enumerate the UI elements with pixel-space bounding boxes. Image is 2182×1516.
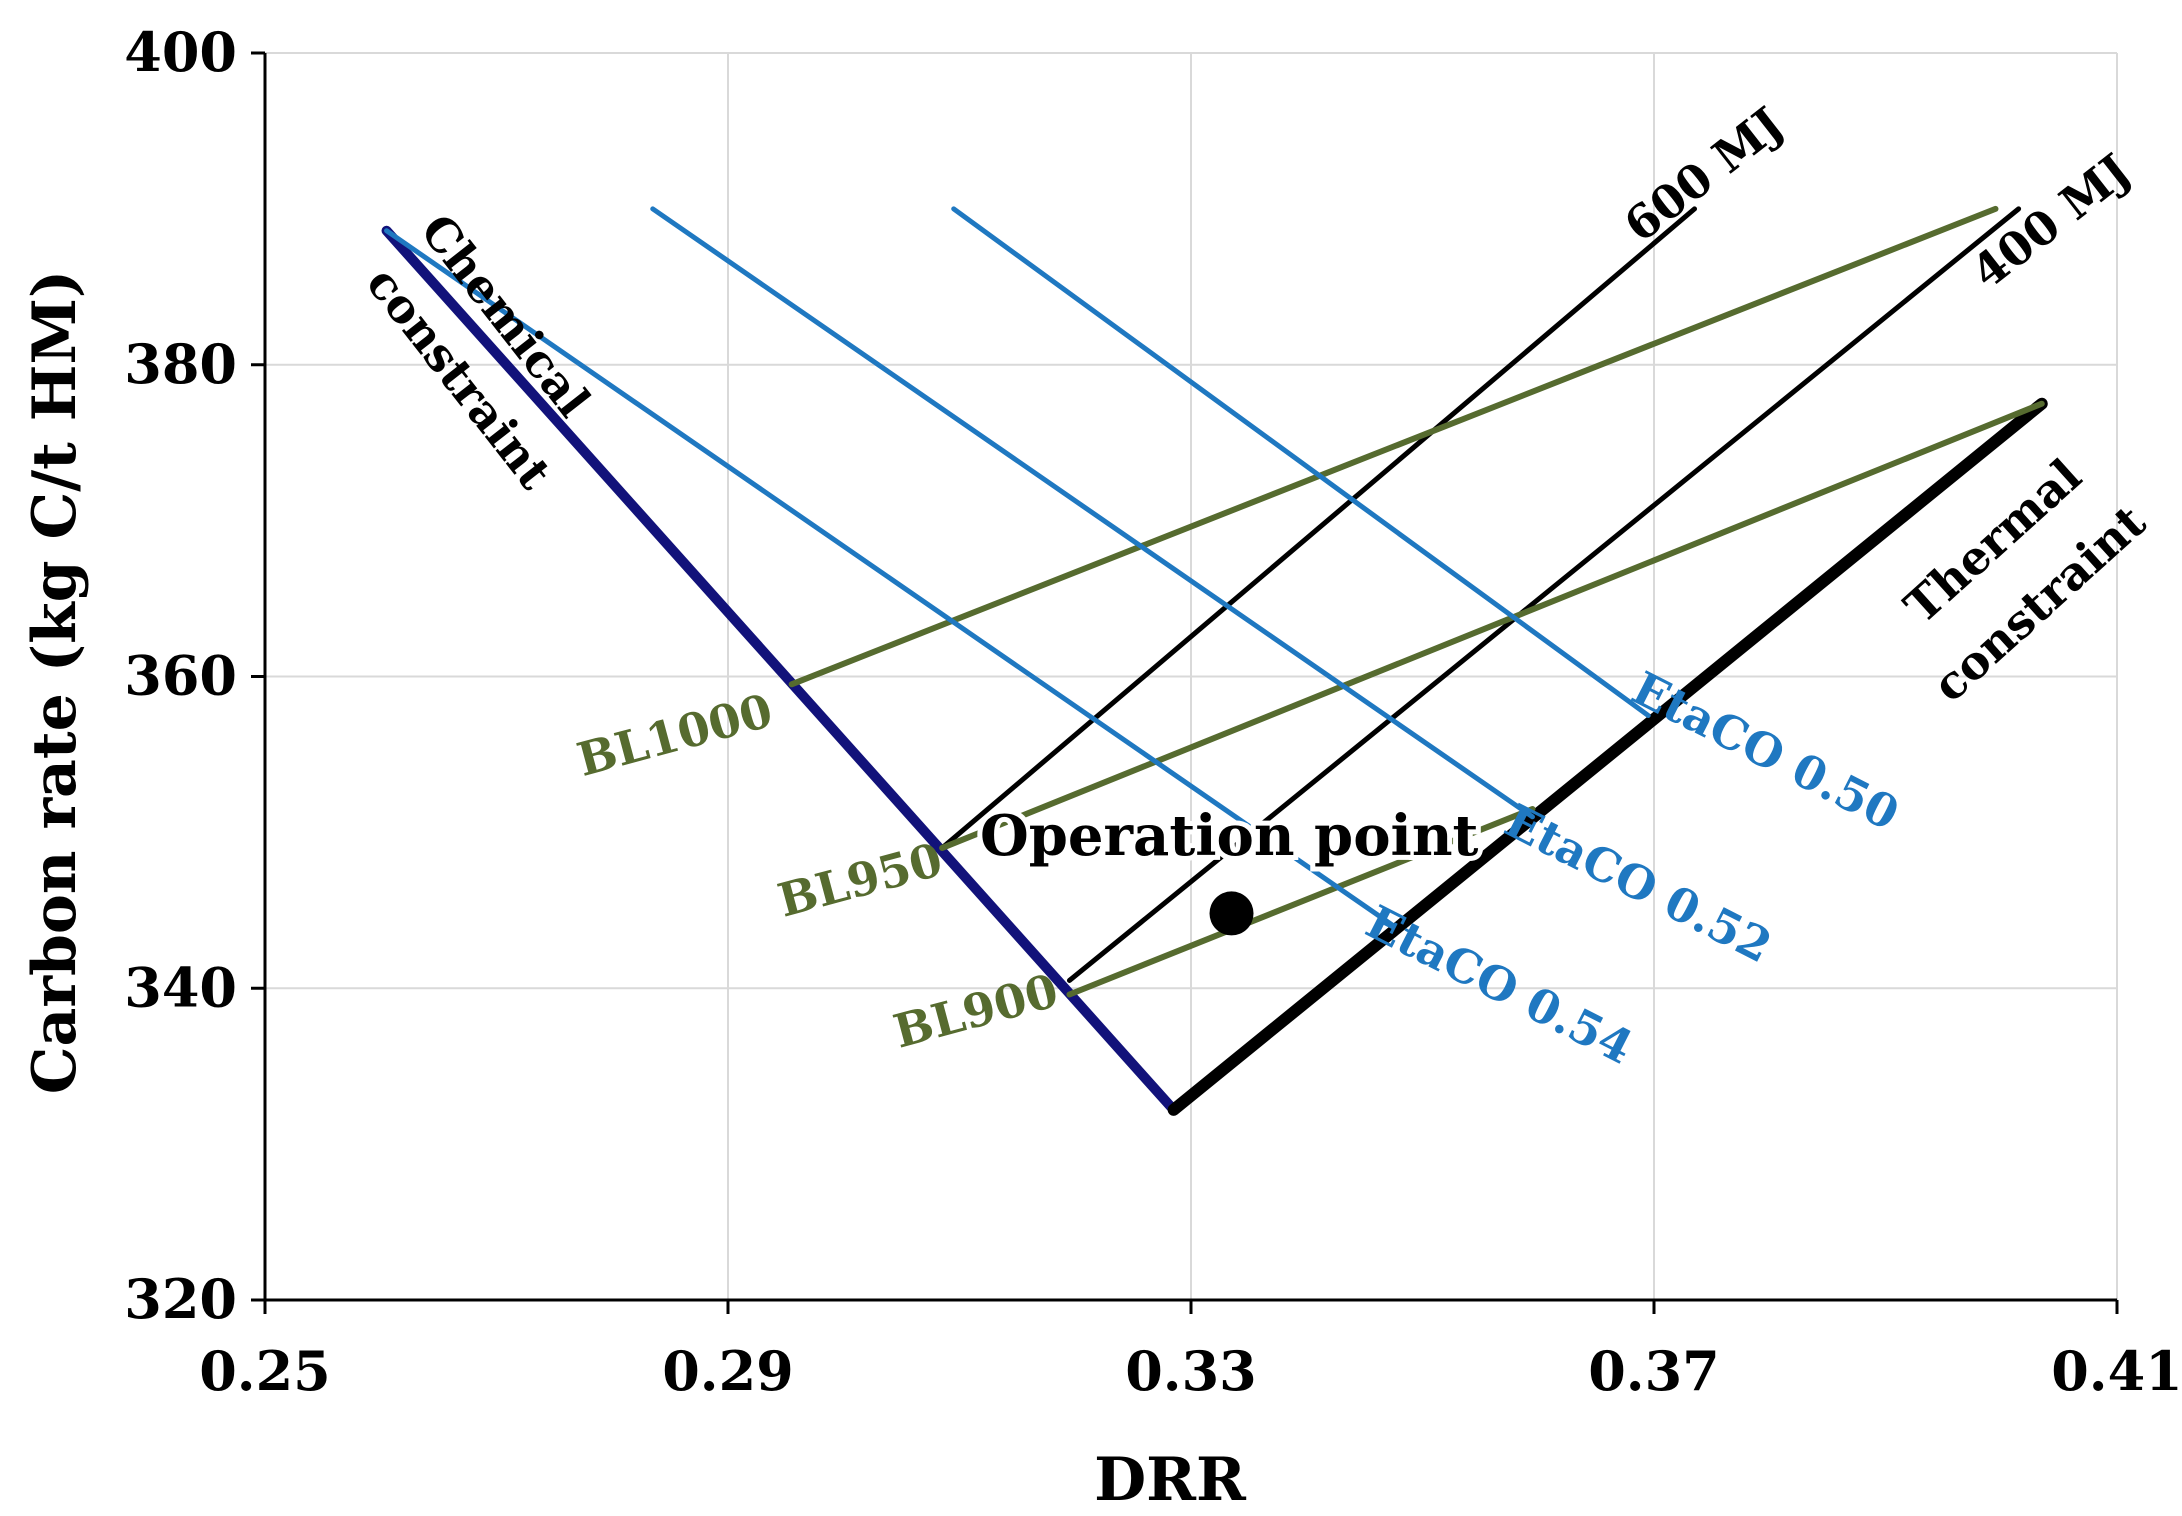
annotation-600-mj: 600 MJ [1614,96,1793,252]
x-tick-label-0-29: 0.29 [662,1339,794,1403]
y-tick-label-320: 320 [124,1267,237,1331]
y-tick-label-380: 380 [124,332,237,396]
series-lines [381,205,2048,1116]
x-axis-title: DRR [1094,1445,1247,1515]
series-line-etaco-0-50 [951,206,1651,718]
y-tick-label-360: 360 [124,644,237,708]
gridlines [265,52,2118,1300]
annotation-etaco-0-54: EtaCO 0.54 [1358,895,1642,1075]
series-line-etaco-0-54 [384,228,1397,929]
series-line-600-mj [939,206,1698,851]
annotation-bl900: BL900 [888,963,1064,1058]
y-axis-title: Carbon rate (kg C/t HM) [20,270,90,1095]
series-line-bl1000 [788,205,1999,688]
y-tick-label-400: 400 [124,20,237,84]
x-tick-label-0-33: 0.33 [1125,1339,1257,1403]
point-operation-point [1209,891,1254,936]
annotation-bl950: BL950 [772,832,948,927]
series-line-bl900 [1066,805,1536,998]
series-line-bl950 [939,400,2045,851]
x-tick-label-0-25: 0.25 [199,1339,331,1403]
y-tick-label-340: 340 [124,955,237,1019]
series-line-400-mj [1066,206,2022,983]
series-line-chemical-constraint [381,225,1179,1115]
annotation-bl1000: BL1000 [572,683,778,787]
x-tick-label-0-41: 0.41 [2051,1339,2182,1403]
annotation-operation-point: Operation point [980,803,1479,869]
annotation-etaco-0-52: EtaCO 0.52 [1497,793,1781,973]
annotation-400-mj: 400 MJ [1961,143,2140,299]
x-tick-label-0-37: 0.37 [1588,1339,1720,1403]
annotation-etaco-0-50: EtaCO 0.50 [1624,661,1908,841]
data-points [1209,891,1254,936]
series-line-etaco-0-52 [650,206,1535,820]
axis-ticks: 0.25 0.29 0.33 0.37 0.41 320 340 360 380 400 [124,20,2182,1403]
series-line-thermal-constraint [1167,397,2048,1116]
